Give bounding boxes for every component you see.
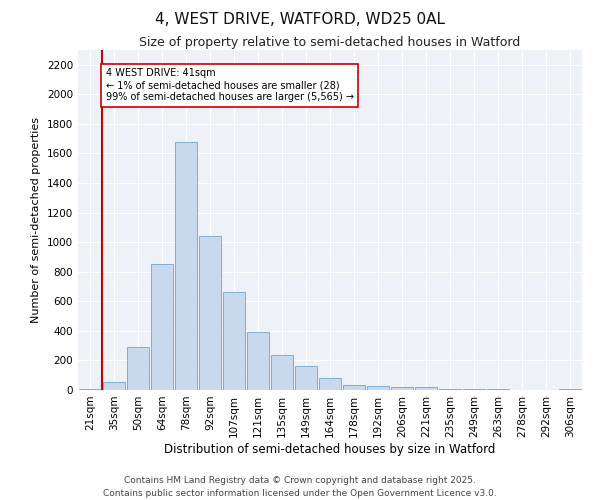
Bar <box>415 387 437 390</box>
Bar <box>79 388 101 390</box>
Bar <box>271 356 293 390</box>
X-axis label: Distribution of semi-detached houses by size in Watford: Distribution of semi-detached houses by … <box>164 442 496 456</box>
Bar <box>439 388 461 390</box>
Bar <box>127 347 149 390</box>
Text: Contains HM Land Registry data © Crown copyright and database right 2025.
Contai: Contains HM Land Registry data © Crown c… <box>103 476 497 498</box>
Bar <box>295 366 317 390</box>
Bar <box>319 378 341 390</box>
Y-axis label: Number of semi-detached properties: Number of semi-detached properties <box>31 117 41 323</box>
Bar <box>343 385 365 390</box>
Bar <box>391 387 413 390</box>
Bar <box>151 264 173 390</box>
Bar <box>199 236 221 390</box>
Text: 4, WEST DRIVE, WATFORD, WD25 0AL: 4, WEST DRIVE, WATFORD, WD25 0AL <box>155 12 445 28</box>
Bar <box>175 142 197 390</box>
Bar <box>103 382 125 390</box>
Title: Size of property relative to semi-detached houses in Watford: Size of property relative to semi-detach… <box>139 36 521 49</box>
Bar <box>247 332 269 390</box>
Text: 4 WEST DRIVE: 41sqm
← 1% of semi-detached houses are smaller (28)
99% of semi-de: 4 WEST DRIVE: 41sqm ← 1% of semi-detache… <box>106 68 353 102</box>
Bar <box>367 386 389 390</box>
Bar <box>223 292 245 390</box>
